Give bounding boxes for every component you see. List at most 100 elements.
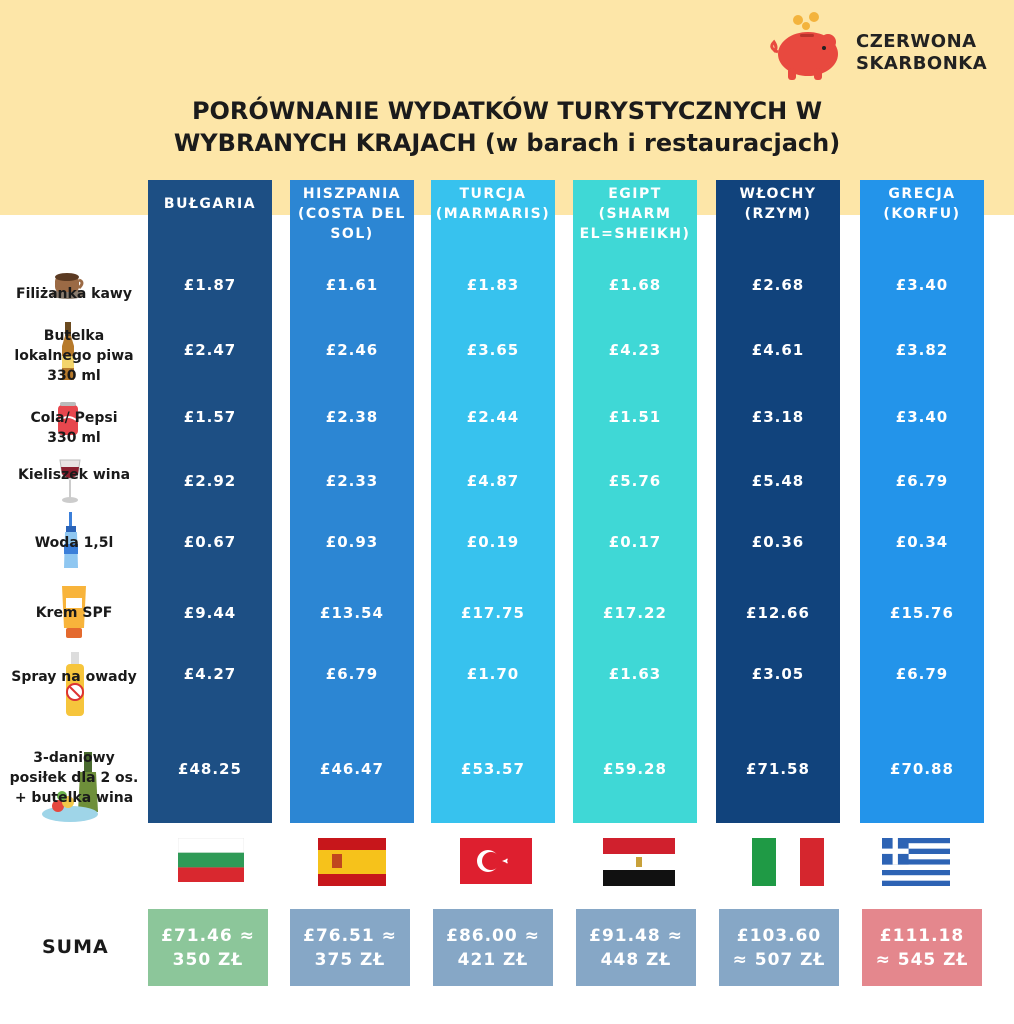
- price-cell: £71.58: [746, 760, 810, 778]
- sum-line: £103.60: [736, 925, 822, 946]
- price-cell: £3.05: [751, 665, 805, 683]
- sum-box: £86.00 ≈ 421 ZŁ: [433, 909, 553, 986]
- country-header: BUŁGARIA: [148, 194, 272, 214]
- insect-spray-icon: [62, 652, 88, 722]
- sum-line: £111.18: [879, 925, 965, 946]
- price-cell: £0.34: [895, 533, 949, 551]
- brand-name: CZERWONA SKARBONKA: [856, 31, 987, 75]
- coffee-cup-icon: [50, 270, 86, 304]
- price-cell: £17.22: [603, 604, 667, 622]
- price-cell: £0.67: [183, 533, 237, 551]
- country-header: EGIPT (SHARM EL=SHEIKH): [573, 184, 697, 244]
- row-label-line: Spray na owady: [11, 669, 137, 685]
- piggy-bank-icon: [770, 12, 838, 80]
- row-label-line: lokalnego piwa: [14, 348, 134, 364]
- price-cell: £6.79: [895, 472, 949, 490]
- country-header-line: (KORFU): [883, 206, 961, 222]
- country-column: GRECJA (KORFU) £3.40 £3.82 £3.40 £6.79 £0.34 £1…: [860, 180, 984, 823]
- sum-box: £111.18 ≈ 545 ZŁ: [862, 909, 982, 986]
- country-header-line: EL=SHEIKH): [579, 226, 691, 242]
- sum-text: £91.48 ≈ 448 ZŁ: [589, 924, 683, 972]
- country-header-line: TURCJA: [459, 186, 527, 202]
- price-cell: £0.17: [608, 533, 662, 551]
- country-header: GRECJA (KORFU): [860, 184, 984, 224]
- price-cell: £1.68: [608, 276, 662, 294]
- country-header: WŁOCHY (RZYM): [716, 184, 840, 224]
- price-cell: £48.25: [178, 760, 242, 778]
- price-cell: £2.38: [325, 408, 379, 426]
- country-header-line: (SHARM: [598, 206, 672, 222]
- price-cell: £53.57: [461, 760, 525, 778]
- title-line2: WYBRANYCH KRAJACH (w barach i restauracj…: [173, 129, 841, 157]
- spain-flag-icon: [318, 838, 386, 890]
- row-label: Spray na owady: [0, 667, 148, 687]
- country-column: HISZPANIA (COSTA DEL SOL) £1.61 £2.46 £2.38 £2…: [290, 180, 414, 823]
- price-cell: £2.68: [751, 276, 805, 294]
- soda-can-icon: [56, 402, 80, 440]
- price-cell: £9.44: [183, 604, 237, 622]
- row-label-line: 330 ml: [47, 430, 101, 446]
- wine-glass-icon: [58, 458, 82, 508]
- price-cell: £2.44: [466, 408, 520, 426]
- greece-flag-icon: [882, 838, 950, 890]
- row-label-line: Krem SPF: [35, 605, 113, 621]
- country-header-line: EGIPT: [608, 186, 662, 202]
- sum-box: £103.60 ≈ 507 ZŁ: [719, 909, 839, 986]
- price-cell: £3.40: [895, 276, 949, 294]
- price-cell: £15.76: [890, 604, 954, 622]
- price-cell: £4.61: [751, 341, 805, 359]
- sum-line: 350 ZŁ: [172, 949, 244, 970]
- price-cell: £70.88: [890, 760, 954, 778]
- row-label: Cola/ Pepsi 330 ml: [0, 408, 148, 448]
- row-label-line: Butelka: [43, 328, 105, 344]
- sum-text: £111.18 ≈ 545 ZŁ: [876, 924, 969, 972]
- sum-text: £86.00 ≈ 421 ZŁ: [446, 924, 540, 972]
- italy-flag-icon: [752, 838, 824, 890]
- sum-text: £103.60 ≈ 507 ZŁ: [733, 924, 826, 972]
- sum-line: £91.48 ≈: [589, 925, 683, 946]
- price-cell: £2.33: [325, 472, 379, 490]
- country-column: EGIPT (SHARM EL=SHEIKH) £1.68 £4.23 £1.51 £5.7…: [573, 180, 697, 823]
- price-cell: £17.75: [461, 604, 525, 622]
- price-cell: £4.23: [608, 341, 662, 359]
- sum-line: ≈ 545 ZŁ: [875, 949, 969, 970]
- sum-line: 448 ZŁ: [600, 949, 672, 970]
- price-cell: £1.83: [466, 276, 520, 294]
- price-cell: £13.54: [320, 604, 384, 622]
- price-cell: £1.51: [608, 408, 662, 426]
- price-cell: £3.82: [895, 341, 949, 359]
- country-header-line: GRECJA: [888, 186, 956, 202]
- row-label-line: Woda 1,5l: [34, 535, 114, 551]
- price-cell: £6.79: [325, 665, 379, 683]
- price-cell: £1.87: [183, 276, 237, 294]
- row-label-line: 330 ml: [47, 368, 101, 384]
- brand-line1: CZERWONA: [856, 31, 977, 52]
- sum-line: 421 ZŁ: [457, 949, 529, 970]
- row-label: Butelka lokalnego piwa 330 ml: [0, 326, 148, 386]
- brand-line2: SKARBONKA: [856, 53, 988, 74]
- price-cell: £0.36: [751, 533, 805, 551]
- price-cell: £5.76: [608, 472, 662, 490]
- row-label-line: posiłek dla 2 os.: [9, 770, 139, 786]
- page-title: PORÓWNANIE WYDATKÓW TURYSTYCZNYCH W WYBR…: [100, 95, 914, 159]
- turkey-flag-icon: [460, 838, 532, 888]
- price-cell: £2.46: [325, 341, 379, 359]
- sum-line: £71.46 ≈: [161, 925, 255, 946]
- country-header-line: SOL): [330, 226, 374, 242]
- price-cell: £46.47: [320, 760, 384, 778]
- country-header-line: (COSTA DEL: [298, 206, 406, 222]
- row-label-line: + butelka wina: [14, 790, 134, 806]
- row-label-line: Kieliszek wina: [17, 467, 131, 483]
- egypt-flag-icon: [603, 838, 675, 890]
- sum-line: 375 ZŁ: [314, 949, 386, 970]
- row-label: Krem SPF: [0, 603, 148, 623]
- price-cell: £4.27: [183, 665, 237, 683]
- sum-line: £76.51 ≈: [303, 925, 397, 946]
- country-header-line: HISZPANIA: [302, 186, 402, 202]
- price-cell: £0.93: [325, 533, 379, 551]
- country-header-line: BUŁGARIA: [163, 196, 257, 212]
- sum-box: £76.51 ≈ 375 ZŁ: [290, 909, 410, 986]
- sum-line: ≈ 507 ZŁ: [732, 949, 826, 970]
- country-header-line: (RZYM): [744, 206, 812, 222]
- price-cell: £1.57: [183, 408, 237, 426]
